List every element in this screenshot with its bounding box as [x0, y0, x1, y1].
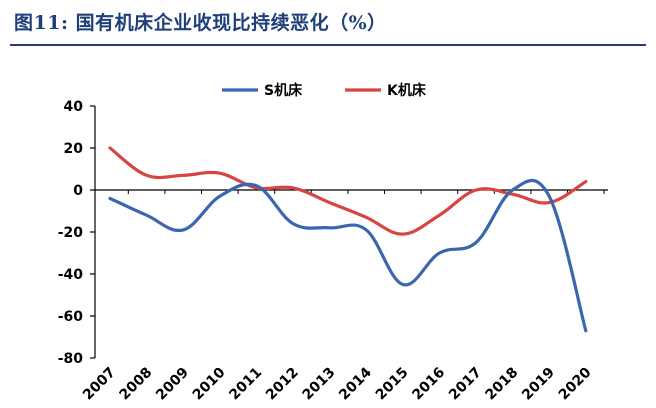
x-tick-label: 2013 — [300, 365, 339, 404]
x-tick-label: 2014 — [336, 364, 375, 403]
x-tick-label: 2019 — [519, 365, 558, 404]
y-tick-label: 40 — [64, 99, 84, 115]
y-tick-label: -60 — [58, 309, 84, 325]
x-tick-label: 2016 — [409, 365, 448, 404]
chart-legend: S机床 K机床 — [222, 82, 427, 99]
x-tick-label: 2012 — [263, 365, 302, 404]
chart-axes: 40200-20-40-60-8020072008200920102011201… — [58, 99, 608, 403]
legend-label: K机床 — [387, 82, 427, 99]
legend-label: S机床 — [264, 82, 303, 99]
y-tick-label: 20 — [64, 141, 84, 157]
x-tick-label: 2011 — [226, 365, 265, 404]
y-tick-label: -40 — [58, 267, 84, 283]
title-underline — [10, 44, 646, 46]
x-tick-label: 2017 — [446, 365, 485, 404]
x-tick-label: 2018 — [483, 365, 522, 404]
x-tick-label: 2007 — [80, 365, 119, 404]
series-line-s — [108, 178, 588, 333]
x-tick-label: 2008 — [117, 365, 156, 404]
page-title: 图11: 国有机床企业收现比持续恶化（%） — [14, 12, 387, 34]
y-tick-label: -20 — [58, 225, 84, 241]
y-tick-label: -80 — [58, 351, 84, 367]
y-tick-label: 0 — [73, 183, 83, 199]
x-tick-label: 2020 — [556, 364, 595, 403]
x-tick-label: 2015 — [373, 365, 412, 404]
x-tick-label: 2009 — [153, 365, 192, 404]
chart-series — [108, 146, 588, 333]
x-tick-label: 2010 — [190, 364, 229, 403]
